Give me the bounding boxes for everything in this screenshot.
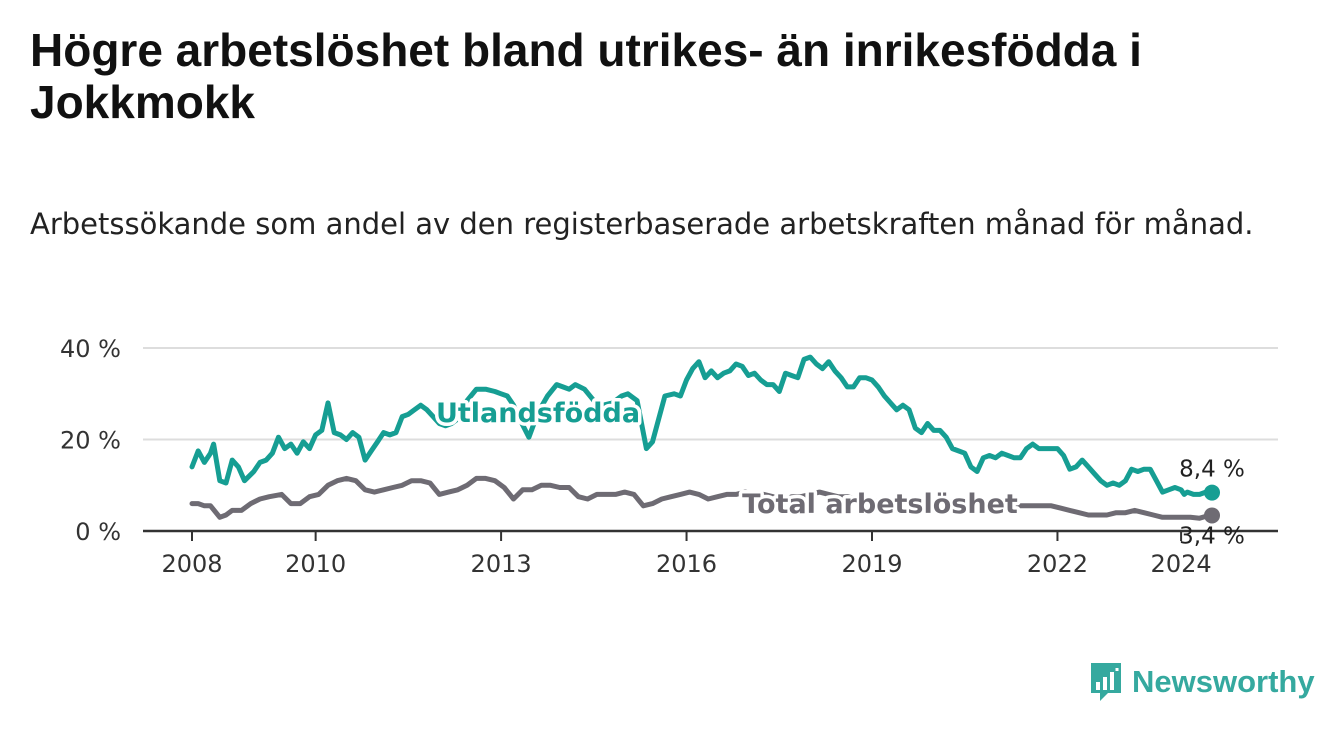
newsworthy-logo-icon (1091, 663, 1121, 701)
x-tick-label: 2008 (161, 550, 222, 578)
x-tick-label: 2010 (285, 550, 346, 578)
y-tick-label: 0 % (75, 518, 121, 546)
series-lines: 3,4 % 8,4 % (189, 354, 1245, 549)
series-label-utlandsfodda: Utlandsfödda (436, 398, 640, 429)
brand-name: Newsworthy (1132, 664, 1315, 699)
x-tick-label: 2016 (656, 550, 717, 578)
end-marker-utlandsfodda (1204, 484, 1220, 501)
brand-logo: Newsworthy (1088, 660, 1315, 704)
gridlines (143, 347, 1278, 533)
x-tick-label: 2024 (1151, 550, 1212, 578)
series-label-total: Total arbetslöshet (742, 489, 1018, 520)
y-axis-ticks: 0 % 20 % 40 % (60, 335, 121, 546)
x-axis-ticks: 2008 2010 2013 2016 2019 2022 2024 (161, 531, 1212, 578)
chart-title: Högre arbetslöshet bland utrikes- än inr… (30, 24, 1142, 128)
x-tick-label: 2019 (841, 550, 902, 578)
y-tick-label: 20 % (60, 427, 121, 455)
series-line-total (189, 475, 1215, 521)
y-tick-label: 40 % (60, 335, 121, 363)
end-label-total: 3,4 % (1179, 523, 1245, 549)
end-marker-total (1204, 507, 1220, 524)
series-labels: Utlandsfödda Total arbetslöshet (432, 395, 1021, 524)
chart-subtitle: Arbetssökande som andel av den registerb… (30, 207, 1254, 241)
series-line-utlandsfodda (189, 354, 1215, 497)
x-tick-label: 2013 (471, 550, 532, 578)
end-label-utlandsfodda: 8,4 % (1179, 457, 1245, 483)
x-tick-label: 2022 (1027, 550, 1088, 578)
